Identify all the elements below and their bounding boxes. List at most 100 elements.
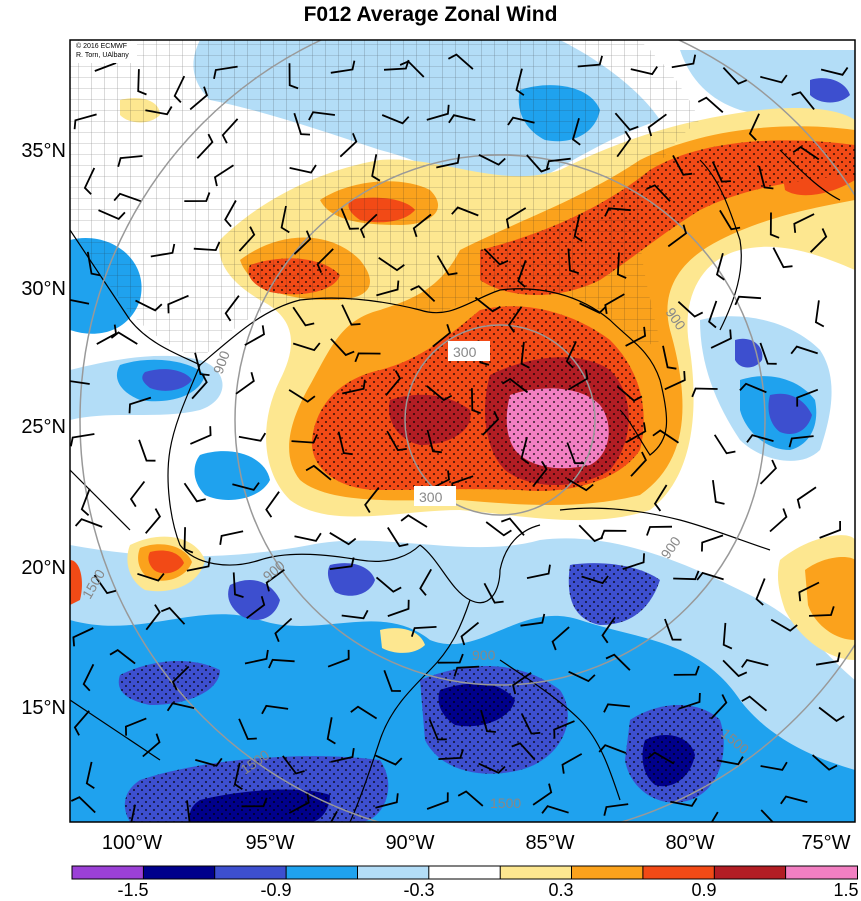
wind-barb: [793, 213, 815, 233]
wind-barb: [719, 209, 741, 231]
ring-label: 900: [472, 647, 496, 663]
wind-barb: [671, 54, 697, 69]
wind-barb: [814, 300, 825, 328]
credit-line-2: R. Torn, UAlbany: [76, 52, 129, 59]
wind-barb: [342, 379, 366, 395]
wind-barb: [670, 797, 698, 807]
colorbar-swatch: [142, 865, 216, 880]
wind-barb: [483, 248, 509, 266]
wind-barb: [460, 621, 480, 646]
wind-barb: [517, 259, 527, 288]
wind-barb: [193, 241, 221, 252]
wind-barb: [820, 66, 849, 76]
wind-barb: [579, 302, 607, 314]
wind-barb: [598, 744, 627, 754]
ring-label: 300: [419, 489, 443, 505]
wind-barb: [385, 370, 402, 396]
colorbar-label: 0.3: [548, 880, 574, 900]
wind-barb: [678, 692, 701, 710]
wind-barb: [145, 604, 161, 631]
wind-barb: [184, 192, 211, 202]
colorbar-swatch: [571, 865, 644, 880]
wind-barb: [739, 382, 767, 394]
wind-barb: [601, 616, 616, 644]
wind-barb: [567, 369, 589, 391]
wind-barb: [715, 253, 725, 281]
wind-barb: [722, 659, 748, 678]
lat-label-15n: 15°N: [21, 697, 66, 719]
lat-label-35n: 35°N: [21, 140, 66, 162]
wind-barb: [755, 578, 766, 606]
wind-barb: [387, 527, 409, 548]
wind-barb: [478, 762, 506, 774]
wind-barb: [772, 247, 793, 269]
wind-barb: [288, 389, 316, 403]
wind-barb: [652, 429, 680, 444]
wind-barb: [150, 243, 176, 258]
wind-barb: [432, 324, 452, 348]
wind-barb: [511, 742, 536, 761]
wind-barb: [532, 461, 548, 488]
wind-barb: [760, 761, 788, 771]
wind-barb: [268, 658, 295, 669]
wind-barb: [354, 352, 381, 363]
wind-barb: [359, 213, 378, 239]
plot-frame: [69, 39, 856, 823]
us-county-boundaries: [70, 40, 700, 360]
wind-barb: [746, 434, 774, 443]
wind-barb: [436, 153, 461, 169]
wind-barb: [93, 574, 117, 595]
wind-barb: [330, 60, 356, 74]
wind-barb: [340, 208, 359, 230]
wind-barb: [371, 154, 381, 182]
lon-label-80w: 80°W: [665, 832, 715, 854]
wind-barb: [167, 294, 189, 314]
wind-barb: [399, 60, 425, 78]
wind-barb: [265, 568, 285, 592]
wind-barb: [796, 388, 819, 407]
wind-barbs: [70, 53, 849, 822]
wind-barb: [716, 756, 744, 766]
range-rings: [79, 40, 855, 822]
wind-barb: [798, 581, 820, 602]
wind-barb: [387, 599, 410, 617]
colorbar-swatch: [285, 865, 359, 880]
wind-barb: [604, 293, 625, 315]
wind-barb: [788, 435, 814, 448]
wind-barb: [350, 705, 378, 720]
wind-barb: [478, 153, 506, 166]
wind-barb: [672, 154, 693, 176]
wind-barb: [471, 388, 482, 415]
wind-barb: [481, 410, 500, 436]
wind-barb: [708, 300, 718, 329]
wind-barb: [291, 434, 319, 444]
wind-barb: [710, 694, 728, 720]
wind-barb: [616, 130, 632, 158]
wind-barb: [566, 478, 594, 492]
wind-barb: [327, 649, 350, 668]
colorbar-label: -0.9: [260, 880, 292, 900]
wind-barb: [419, 568, 432, 596]
wind-barb: [194, 352, 210, 376]
wind-barb: [653, 484, 668, 512]
wind-barb: [412, 213, 432, 238]
wind-barb: [329, 557, 355, 570]
wind-barb: [758, 165, 774, 190]
wind-barb: [553, 720, 575, 739]
wind-barb: [722, 66, 748, 85]
wind-barb: [232, 482, 260, 491]
wind-barb: [375, 576, 402, 593]
colorbar-swatch: [357, 865, 430, 880]
lat-label-25n: 25°N: [21, 416, 66, 438]
wind-barb: [246, 596, 266, 619]
wind-barb: [117, 155, 143, 168]
wind-barb: [748, 113, 760, 141]
wind-barb: [80, 488, 91, 516]
wind-barb: [507, 116, 535, 126]
wind-barb: [451, 206, 479, 217]
wind-barb: [515, 68, 525, 96]
wind-barb: [603, 803, 629, 816]
wind-barb: [567, 248, 579, 274]
lon-label-90w: 90°W: [385, 832, 435, 854]
lat-label-30n: 30°N: [21, 278, 66, 300]
